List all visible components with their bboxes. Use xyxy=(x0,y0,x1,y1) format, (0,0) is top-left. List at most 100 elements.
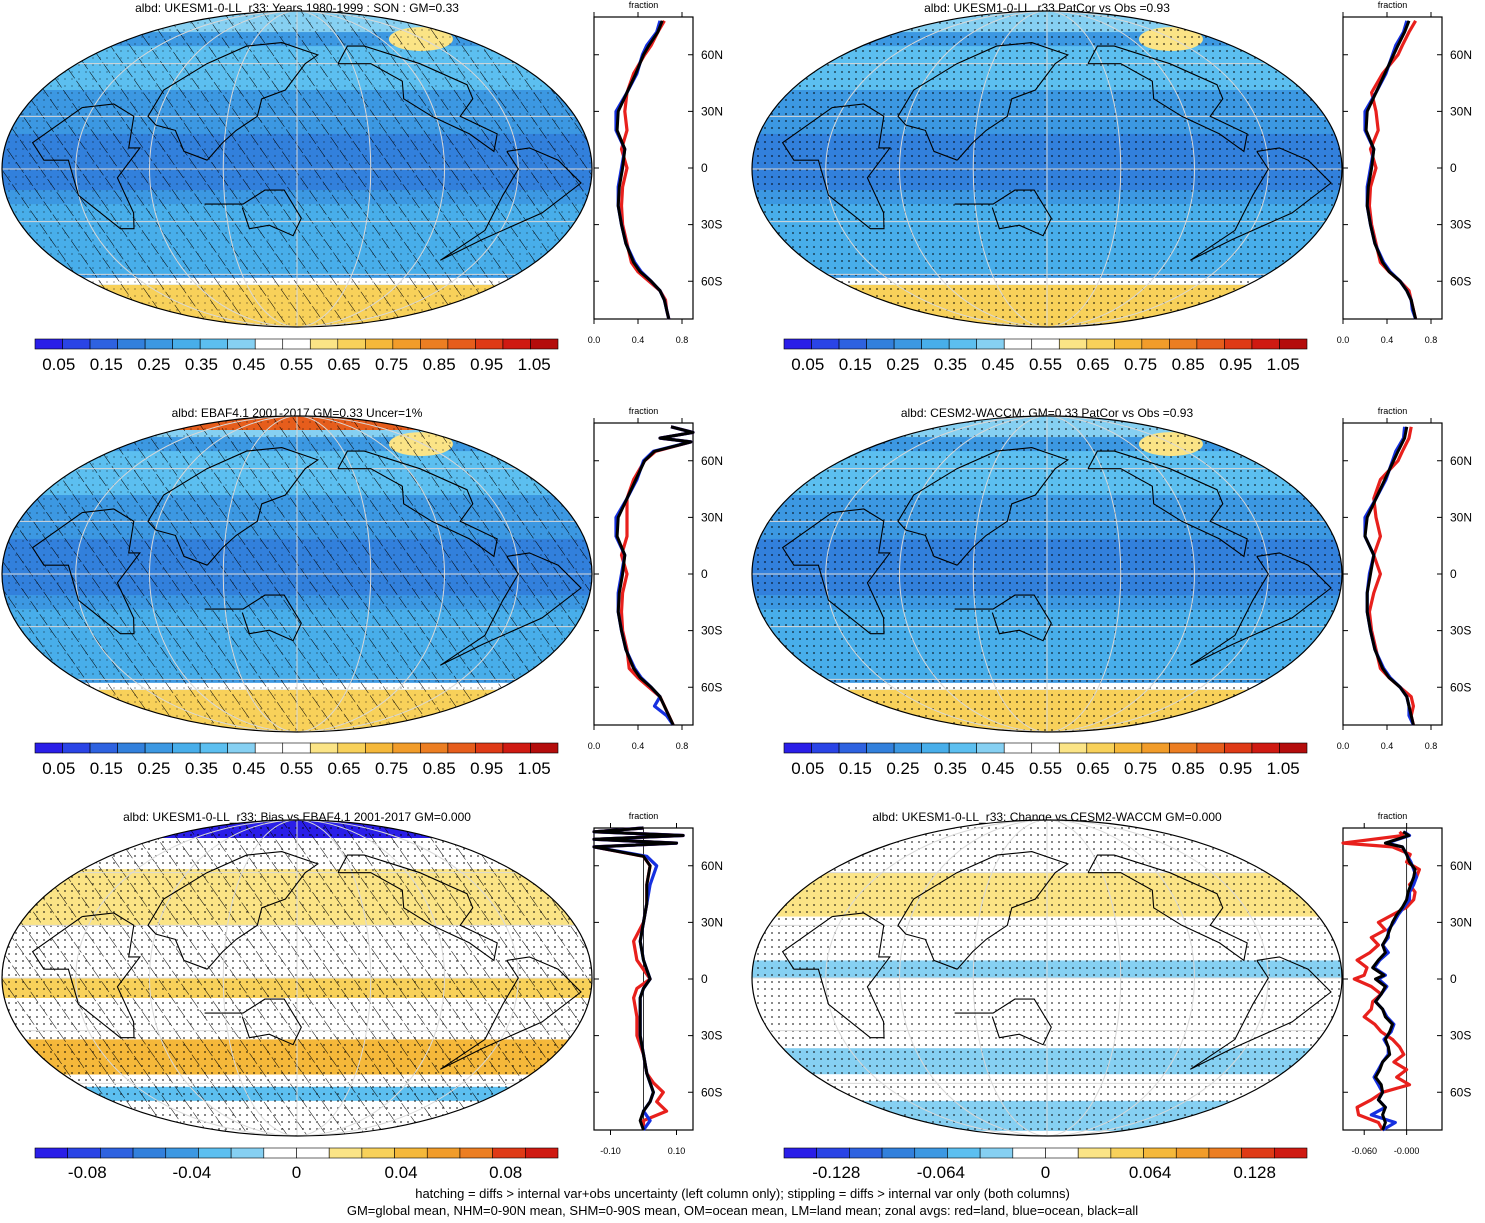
colorbar-swatch xyxy=(447,338,476,350)
panel-5: albd: UKESM1-0-LL_r33: Bias vs EBAF4.1 2… xyxy=(1,810,723,1182)
colorbar-swatch xyxy=(492,1147,526,1159)
colorbar-swatch xyxy=(365,742,394,754)
colorbar-tick-label: 0.35 xyxy=(185,759,218,778)
colorbar-swatch xyxy=(976,742,1005,754)
colorbar-tick-label: 0.45 xyxy=(981,759,1014,778)
map-border xyxy=(1,415,593,733)
colorbar-tick-label: 0.04 xyxy=(385,1163,418,1182)
outline-south-america xyxy=(1189,552,1332,666)
zonal-x-tick-label: -0.10 xyxy=(600,1146,621,1156)
panel-6: albd: UKESM1-0-LL_r33: Change vs CESM2-W… xyxy=(751,810,1472,1182)
zonal-plot-title: fraction xyxy=(629,0,659,10)
colorbar-swatch xyxy=(530,338,559,350)
colorbar-swatch xyxy=(1224,338,1253,350)
colorbar-swatch xyxy=(227,742,256,754)
graticule-meridian xyxy=(972,416,1122,732)
colorbar-tick-label: 0.35 xyxy=(934,759,967,778)
zonal-plot-title: fraction xyxy=(629,406,659,416)
outline-asia xyxy=(897,447,1070,566)
latitude-tick-label: 60S xyxy=(1450,1085,1471,1099)
latitude-tick-label: 60S xyxy=(701,680,722,694)
colorbar-swatch xyxy=(392,742,421,754)
latitude-tick-label: 60N xyxy=(701,48,723,62)
outline-africa xyxy=(781,912,892,1039)
latitude-tick-label: 30N xyxy=(1450,104,1472,118)
colorbar-swatch xyxy=(866,338,895,350)
colorbar-swatch xyxy=(1141,338,1170,350)
colorbar-swatch xyxy=(1224,742,1253,754)
colorbar-tick-label: 0.65 xyxy=(327,759,360,778)
colorbar-swatch xyxy=(1114,338,1143,350)
graticule-meridian xyxy=(149,416,445,732)
colorbar-swatch xyxy=(230,1147,265,1159)
colorbar-swatch xyxy=(893,742,922,754)
latitude-tick-label: 60S xyxy=(701,274,722,288)
colorbar-tick-label: 0.45 xyxy=(232,759,265,778)
zonal-plot-frame xyxy=(1342,16,1443,320)
zonal-line-all xyxy=(615,20,671,320)
outline-south-america xyxy=(439,552,582,666)
colorbar-swatch xyxy=(144,338,173,350)
outline-australia xyxy=(954,594,1052,642)
colorbar-swatch xyxy=(475,338,504,350)
colorbar-tick-label: -0.04 xyxy=(173,1163,212,1182)
colorbar-swatch xyxy=(254,742,284,754)
zonal-line-all xyxy=(615,425,695,726)
colorbar-swatch xyxy=(62,338,91,350)
map-border xyxy=(1,819,593,1137)
zonal-x-tick-label: 0.0 xyxy=(588,741,601,751)
zonal-x-tick-label: 0.8 xyxy=(676,741,689,751)
colorbar-tick-label: 0.75 xyxy=(375,355,408,374)
colorbar-swatch xyxy=(337,742,366,754)
outline-africa xyxy=(781,508,892,635)
outline-australia xyxy=(204,189,302,237)
colorbar-tick-label: 0.55 xyxy=(280,355,313,374)
colorbar-swatch xyxy=(100,1147,134,1159)
colorbar-swatch xyxy=(976,338,1005,350)
latitude-tick-label: 30S xyxy=(1450,1029,1471,1043)
graticule-meridian xyxy=(899,11,1195,327)
colorbar-swatch xyxy=(263,1147,297,1159)
latitude-tick-label: 30S xyxy=(701,218,722,232)
colorbar-swatch xyxy=(530,742,559,754)
outline-north-america xyxy=(337,45,498,153)
colorbar-tick-label: 0.95 xyxy=(1219,759,1252,778)
outline-asia xyxy=(897,851,1070,970)
colorbar-swatch xyxy=(1114,742,1143,754)
zonal-x-tick-label: 0.4 xyxy=(1381,335,1394,345)
outline-south-america xyxy=(439,147,582,261)
colorbar-swatch xyxy=(1251,338,1280,350)
colorbar-swatch xyxy=(914,1147,948,1159)
map-border xyxy=(751,415,1343,733)
graticule-meridian xyxy=(222,820,372,1136)
colorbar-swatch xyxy=(198,1147,232,1159)
colorbar-swatch xyxy=(132,1147,167,1159)
colorbar-swatch xyxy=(1003,742,1033,754)
colorbar-swatch xyxy=(1279,338,1308,350)
colorbar-swatch xyxy=(282,338,311,350)
colorbar-tick-label: 0.15 xyxy=(90,355,123,374)
colorbar-swatch xyxy=(1045,1147,1079,1159)
colorbar-swatch xyxy=(1031,742,1060,754)
colorbar-swatch xyxy=(1208,1147,1242,1159)
colorbar-swatch xyxy=(34,742,63,754)
zonal-mean-plot: fraction 0.0 0.4 0.8 60N 30N 0 30S 60S xyxy=(1337,0,1472,345)
zonal-line-all xyxy=(592,826,685,1131)
latitude-tick-label: 30N xyxy=(1450,510,1472,524)
colorbar-swatch xyxy=(525,1147,559,1159)
zonal-plot-title: fraction xyxy=(1378,406,1408,416)
colorbar-tick-label: 0.35 xyxy=(185,355,218,374)
panel-title: albd: UKESM1-0-LL_r33 PatCor vs Obs =0.9… xyxy=(924,1,1170,15)
zonal-x-tick-label: 0.4 xyxy=(632,741,645,751)
outline-asia xyxy=(147,447,320,566)
colorbar-tick-label: 0.65 xyxy=(1076,355,1109,374)
outline-australia xyxy=(204,594,302,642)
colorbar-swatch xyxy=(165,1147,199,1159)
colorbar-swatch xyxy=(947,1147,981,1159)
colorbar-swatch xyxy=(866,742,895,754)
footnote-definitions: GM=global mean, NHM=0-90N mean, SHM=0-90… xyxy=(346,1203,1139,1218)
colorbar: 0.05 0.15 0.25 0.35 0.45 0.55 0.65 0.75 0.85 0.95… xyxy=(34,338,559,374)
colorbar-tick-label: 0.55 xyxy=(1029,759,1062,778)
colorbar-swatch xyxy=(849,1147,883,1159)
